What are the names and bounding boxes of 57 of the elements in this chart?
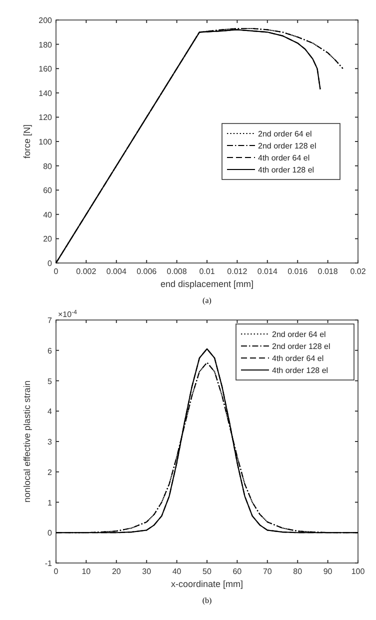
x-tick-label: 0 — [54, 267, 59, 276]
x-tick-label: 80 — [293, 567, 303, 576]
y-tick-label: 200 — [38, 16, 53, 25]
y-tick-label: 0 — [48, 259, 53, 268]
x-tick-label: 70 — [262, 567, 272, 576]
y-tick-label: 60 — [43, 186, 53, 196]
legend-label: 2nd order 128 el — [258, 142, 316, 150]
x-tick-label: 10 — [82, 567, 92, 576]
y-tick-label: 120 — [38, 113, 53, 122]
x-tick-label: 0.008 — [166, 267, 188, 276]
x-tick-label: 60 — [232, 567, 242, 576]
x-tick-label: 40 — [172, 567, 182, 576]
text: (a) — [202, 296, 212, 305]
x-tick-label: 100 — [351, 567, 366, 576]
y-tick-label: 7 — [48, 316, 53, 325]
x-tick-label: 30 — [142, 567, 152, 576]
y-tick-label: 80 — [43, 162, 53, 171]
y-tick-label: 140 — [38, 88, 53, 98]
y-axis-title: force [N] — [22, 124, 32, 159]
y-tick-label: 3 — [48, 438, 53, 446]
y-tick-label: -1 — [44, 559, 53, 568]
x-tick-label: 0.012 — [227, 267, 248, 276]
y-axis-title: nonlocal effective plastic strain — [22, 380, 32, 502]
y-tick-label: 6 — [48, 346, 53, 356]
x-tick-label: 20 — [112, 567, 122, 576]
x-tick-label: 0.006 — [136, 267, 158, 276]
legend-label: 2nd order 64 el — [258, 130, 312, 138]
x-tick-label: 0.016 — [288, 267, 308, 276]
x-tick-label: 90 — [323, 567, 333, 576]
x-tick-label: 50 — [202, 567, 212, 576]
legend-label: 4th order 64 el — [272, 354, 324, 363]
text: ×10$^{-4}$ — [58, 309, 78, 319]
y-tick-label: 2 — [48, 468, 53, 477]
legend-label: 2nd order 64 el — [272, 330, 326, 339]
y-tick-label: 40 — [43, 210, 53, 220]
text: (b) — [202, 596, 212, 605]
x-tick-label: 0.014 — [257, 267, 278, 276]
legend-label: 4th order 64 el — [258, 154, 310, 162]
y-tick-label: 100 — [38, 138, 53, 146]
y-tick-label: 20 — [43, 234, 53, 244]
legend-label: 4th order 128 el — [272, 366, 328, 375]
x-tick-label: 0.02 — [350, 267, 366, 276]
legend-label: 2nd order 128 el — [272, 342, 330, 351]
x-tick-label: 0.01 — [199, 267, 216, 276]
x-tick-label: 0 — [54, 567, 59, 576]
x-tick-label: 0.018 — [318, 267, 338, 276]
y-tick-label: 160 — [38, 64, 53, 74]
x-tick-label: 0.004 — [106, 267, 127, 276]
y-tick-label: 0 — [48, 528, 53, 538]
x-axis-title: end displacement [mm] — [160, 279, 254, 289]
y-tick-label: 4 — [48, 407, 53, 416]
y-tick-label: 180 — [38, 40, 53, 50]
y-tick-label: 5 — [48, 376, 53, 386]
x-tick-label: 0.002 — [76, 267, 97, 276]
x-axis-title: x-coordinate [mm] — [170, 579, 244, 589]
y-tick-label: 1 — [48, 498, 53, 508]
legend-label: 4th order 128 el — [258, 166, 314, 174]
